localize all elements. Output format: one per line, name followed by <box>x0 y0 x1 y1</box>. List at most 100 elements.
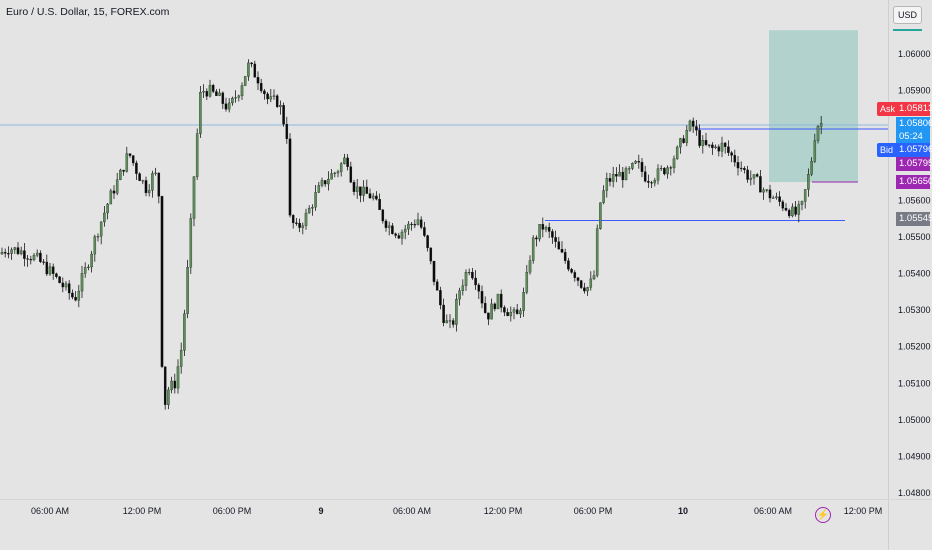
candle-body-80 <box>256 77 260 84</box>
candle-body-165 <box>528 260 532 273</box>
candle-body-100 <box>320 180 324 186</box>
candle-body-248 <box>794 206 797 215</box>
candle-body-98 <box>314 192 317 208</box>
candle-body-48 <box>154 172 157 174</box>
candle-body-36 <box>115 179 119 194</box>
candle-body-96 <box>307 208 311 214</box>
y-tick-label-1: 1.04900 <box>898 451 931 461</box>
candle-body-104 <box>333 172 337 174</box>
candle-body-69 <box>221 92 225 104</box>
candle-body-154 <box>493 303 497 310</box>
candle-body-35 <box>112 190 116 194</box>
candle-body-44 <box>141 180 145 182</box>
candle-body-215 <box>688 120 692 131</box>
candle-body-241 <box>771 197 775 199</box>
candle-body-136 <box>435 281 439 291</box>
candle-body-158 <box>506 312 509 317</box>
candle-body-195 <box>624 168 628 181</box>
lightning-icon[interactable]: ⚡ <box>815 507 831 523</box>
candle-body-12 <box>39 252 42 262</box>
candle-body-180 <box>576 277 580 281</box>
candle-body-83 <box>266 93 269 100</box>
candle-body-90 <box>288 138 292 216</box>
candle-body-125 <box>400 231 404 239</box>
candle-body-156 <box>499 293 503 308</box>
candle-body-27 <box>87 266 90 268</box>
candle-body-88 <box>282 105 285 125</box>
candle-body-67 <box>215 91 218 96</box>
candle-body-213 <box>682 138 685 143</box>
candle-body-116 <box>371 195 375 199</box>
candle-body-217 <box>695 126 698 131</box>
candle-body-62 <box>199 92 202 134</box>
candle-body-192 <box>615 173 618 177</box>
candle-body-201 <box>643 171 647 182</box>
candle-body-218 <box>698 130 701 146</box>
candle-body-82 <box>263 90 266 95</box>
y-tick-label-11: 1.05900 <box>898 86 931 96</box>
candle-body-24 <box>77 290 81 301</box>
candle-body-161 <box>515 309 519 315</box>
candle-body-226 <box>723 142 727 147</box>
candle-body-216 <box>691 120 695 127</box>
candle-body-141 <box>451 320 455 325</box>
candle-body-0 <box>0 252 4 255</box>
candle-body-190 <box>608 178 612 182</box>
candle-body-4 <box>13 247 17 250</box>
candle-body-126 <box>403 228 407 233</box>
candle-body-199 <box>637 161 641 163</box>
candle-body-183 <box>586 287 589 292</box>
candle-body-20 <box>64 283 68 288</box>
candle-body-119 <box>381 209 385 222</box>
range-box-upper <box>769 30 858 183</box>
y-tick-label-12: 1.06000 <box>898 49 931 59</box>
candle-body-118 <box>378 199 381 211</box>
candle-body-129 <box>413 224 417 226</box>
candle-body-123 <box>394 233 397 236</box>
candle-body-253 <box>810 161 813 175</box>
candle-body-164 <box>525 272 529 293</box>
bar-countdown: 05:24 <box>896 130 930 143</box>
candle-body-10 <box>32 255 36 261</box>
candle-body-159 <box>509 312 513 317</box>
ask-price-tag: 1.05813 <box>896 102 932 116</box>
candle-body-184 <box>589 278 593 288</box>
candle-body-128 <box>410 223 413 225</box>
candle-body-187 <box>599 202 602 229</box>
candle-body-244 <box>781 201 785 209</box>
candle-body-3 <box>10 249 13 254</box>
candle-body-95 <box>304 212 308 226</box>
candle-body-255 <box>816 126 820 141</box>
candle-body-140 <box>448 320 452 322</box>
candle-body-52 <box>167 389 170 405</box>
candle-body-145 <box>464 272 468 286</box>
candle-body-134 <box>429 247 433 262</box>
candle-body-181 <box>579 280 583 288</box>
candle-body-114 <box>365 186 369 194</box>
candle-body-200 <box>640 162 644 172</box>
currency-button[interactable]: USD <box>893 6 922 24</box>
candle-body-188 <box>602 190 605 203</box>
candle-body-214 <box>685 130 689 143</box>
candle-body-85 <box>272 95 276 97</box>
candle-body-18 <box>58 276 61 284</box>
candle-body-76 <box>243 76 247 86</box>
candle-body-103 <box>330 173 333 180</box>
candle-body-204 <box>653 180 657 184</box>
candle-body-66 <box>211 85 215 92</box>
level-2-price-tag: 1.05650 <box>896 175 932 189</box>
candle-body-224 <box>717 146 721 152</box>
candle-body-172 <box>551 231 554 238</box>
candle-body-185 <box>592 275 596 280</box>
candle-body-179 <box>573 272 577 278</box>
candle-body-63 <box>202 91 205 93</box>
candle-body-137 <box>439 290 442 306</box>
candle-body-49 <box>157 172 161 197</box>
candle-body-106 <box>339 163 343 172</box>
candle-body-245 <box>784 207 788 211</box>
candle-body-70 <box>224 103 228 110</box>
candle-body-163 <box>522 292 525 311</box>
candle-body-147 <box>471 271 474 279</box>
candle-body-250 <box>800 201 804 205</box>
